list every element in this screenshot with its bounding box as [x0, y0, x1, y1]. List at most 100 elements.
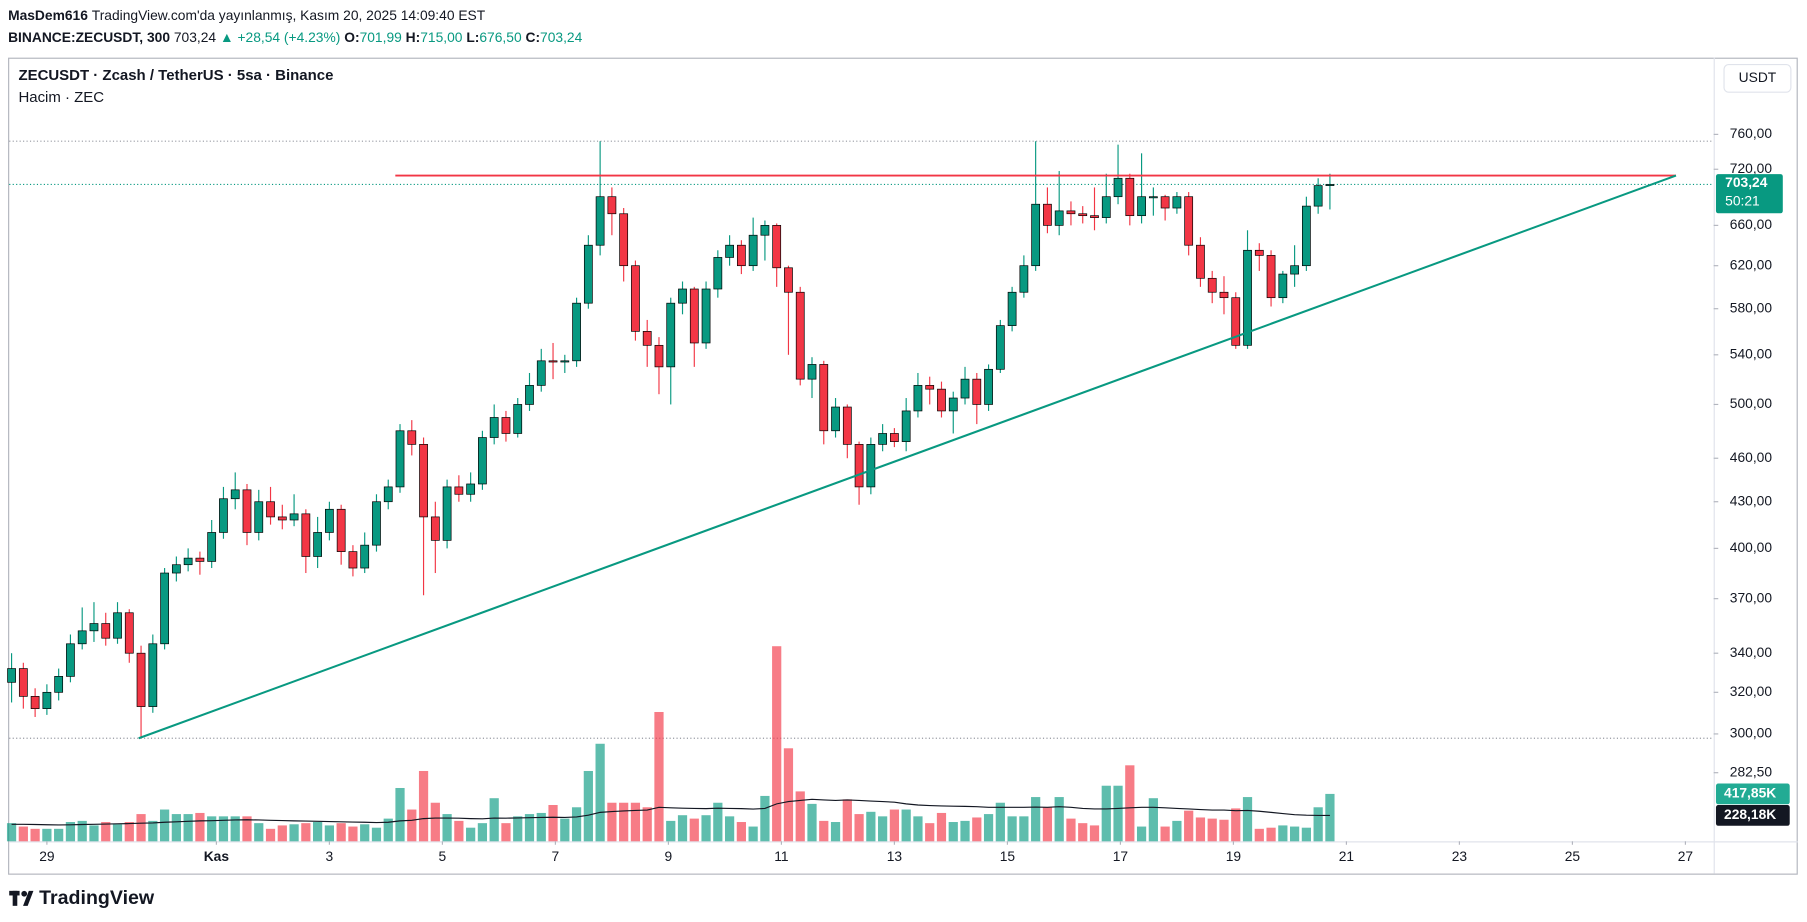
candle-body	[478, 437, 487, 485]
candle-body	[289, 513, 299, 521]
volume-bar	[101, 822, 111, 842]
volume-bar	[336, 823, 346, 842]
volume-bar	[1136, 826, 1147, 842]
candle-body	[454, 486, 464, 495]
volume-title: Hacim · ZEC	[18, 89, 104, 106]
candle-body	[654, 344, 664, 368]
volume-bar	[1113, 785, 1123, 842]
candle-body	[560, 360, 570, 363]
volume-bar	[65, 822, 76, 842]
volume-bar	[795, 791, 805, 842]
volume-bar	[913, 816, 923, 842]
ohlc-key: O:	[344, 29, 359, 45]
candle-body	[207, 532, 217, 562]
volume-bar	[136, 814, 146, 842]
volume-bar	[948, 822, 958, 842]
candle-body	[536, 360, 546, 386]
volume-bar	[1219, 819, 1229, 842]
candle-body	[736, 244, 746, 267]
volume-bar	[1160, 826, 1170, 842]
candle-body	[136, 652, 146, 707]
candle-body	[1254, 249, 1264, 256]
candle-body	[1243, 249, 1252, 346]
candle-body	[960, 378, 970, 399]
x-tick-label: 11	[774, 848, 788, 864]
candle-body	[66, 643, 75, 677]
candle-body	[678, 288, 687, 304]
candle-body	[383, 486, 393, 503]
volume-bar	[983, 814, 994, 842]
ohlc-value: 676,50	[479, 29, 522, 45]
candle-body	[1125, 177, 1135, 217]
candle-body	[619, 213, 629, 267]
candle-body	[1219, 291, 1229, 299]
candle-body	[713, 257, 723, 290]
candle-body	[1266, 255, 1276, 299]
candle-body	[913, 385, 923, 412]
volume-bar	[524, 814, 535, 842]
volume-bar	[1289, 826, 1300, 842]
x-tick-label: 9	[665, 848, 673, 864]
candle-body	[925, 385, 935, 390]
volume-bar	[77, 820, 87, 842]
candle-body	[348, 551, 358, 569]
volume-bar	[407, 809, 417, 842]
countdown: 50:21	[1725, 192, 1760, 208]
symbol: BINANCE:ZECUSDT, 300	[8, 29, 170, 45]
y-tick-label: 430,00	[1730, 492, 1773, 508]
candle-body	[1054, 210, 1064, 226]
candle-body	[254, 501, 264, 533]
volume-bar	[477, 823, 488, 842]
chart-frame	[8, 57, 1798, 875]
volume-bar	[218, 816, 229, 842]
candle-body	[1137, 196, 1146, 217]
candle-body	[772, 225, 782, 269]
x-tick-label: 29	[39, 848, 55, 864]
volume-bar	[466, 827, 476, 842]
volume-bar	[901, 809, 911, 842]
volume-bar	[1195, 817, 1206, 842]
trend-line	[138, 174, 1677, 740]
volume-bar	[819, 820, 829, 842]
volume-bar	[1054, 797, 1064, 842]
y-tick-label: 720,00	[1730, 160, 1773, 176]
volume-bar	[1325, 793, 1335, 842]
volume-ma-label: 228,18K	[1724, 806, 1776, 822]
volume-bar	[689, 818, 699, 842]
candle-body	[160, 572, 169, 645]
x-tick-label: 21	[1339, 848, 1354, 864]
candle-body	[583, 244, 593, 304]
volume-bar	[842, 799, 852, 842]
candle-body	[1031, 203, 1041, 267]
candle-body	[901, 410, 911, 442]
volume-bar	[324, 825, 334, 842]
candle-body	[195, 557, 205, 562]
candle-body	[631, 265, 640, 332]
volume-bar	[301, 823, 311, 842]
volume-bar	[748, 826, 758, 842]
candle-body	[760, 225, 770, 236]
volume-bar	[760, 795, 770, 842]
candle-body	[101, 623, 111, 639]
candle-body	[430, 516, 440, 541]
y-tick-label: 320,00	[1730, 683, 1773, 699]
candle-body	[1043, 203, 1052, 226]
candle-body	[972, 378, 982, 405]
volume-bar	[619, 802, 629, 842]
volume-bar	[889, 809, 900, 842]
candle-body	[984, 368, 993, 405]
volume-badge	[1715, 783, 1790, 805]
candle-body	[1184, 196, 1194, 246]
volume-ma-line	[11, 798, 1330, 826]
volume-bar	[571, 807, 582, 842]
last-price-badge	[1715, 174, 1783, 214]
candle-body	[419, 444, 428, 518]
volume-bar	[724, 816, 735, 842]
volume-bar	[595, 743, 605, 842]
volume-bar	[878, 816, 888, 842]
volume-label: 417,85K	[1724, 785, 1776, 801]
volume-bar	[1242, 797, 1253, 842]
currency-button[interactable]	[1723, 63, 1792, 93]
volume-bar	[254, 823, 264, 842]
